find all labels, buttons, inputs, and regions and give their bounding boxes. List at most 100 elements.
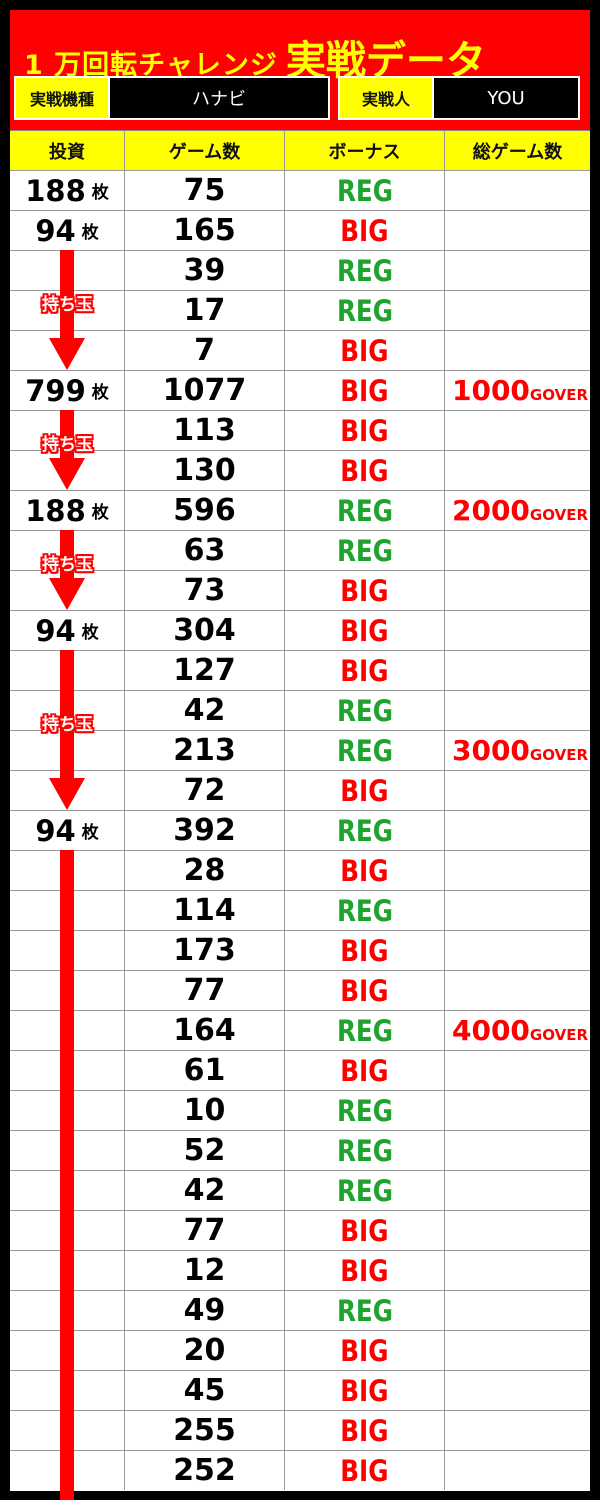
total-cell [445, 1171, 590, 1210]
machine-value: ハナビ [108, 78, 328, 118]
table-row: 45 BIG [10, 1370, 590, 1410]
total-cell [445, 331, 590, 370]
table-row: 42 REG [10, 1170, 590, 1210]
games-cell: 173 [125, 931, 285, 970]
games-cell: 255 [125, 1411, 285, 1450]
investment-cell [10, 851, 125, 890]
games-value: 45 [183, 1373, 226, 1408]
games-cell: 75 [125, 171, 285, 210]
bonus-value: REG [336, 893, 393, 928]
bonus-cell: BIG [285, 611, 445, 650]
total-cell [445, 1371, 590, 1410]
games-cell: 42 [125, 691, 285, 730]
bonus-cell: BIG [285, 851, 445, 890]
bonus-value: BIG [340, 653, 389, 688]
table-row: 94 枚 165 BIG [10, 210, 590, 250]
bonus-value: REG [336, 1293, 393, 1328]
games-value: 165 [173, 213, 236, 248]
bonus-cell: REG [285, 1011, 445, 1050]
investment-cell [10, 931, 125, 970]
games-cell: 1077 [125, 371, 285, 410]
games-value: 114 [173, 893, 236, 928]
investment-cell [10, 451, 125, 490]
title-prefix: 1 万回転チャレンジ [24, 50, 278, 81]
investment-value: 94 [35, 813, 76, 848]
bonus-cell: BIG [285, 1371, 445, 1410]
investment-cell [10, 571, 125, 610]
bonus-value: BIG [340, 933, 389, 968]
games-cell: 77 [125, 971, 285, 1010]
table-row: 12 BIG [10, 1250, 590, 1290]
bonus-value: BIG [340, 453, 389, 488]
games-value: 304 [173, 613, 236, 648]
bonus-value: REG [336, 253, 393, 288]
games-value: 255 [173, 1413, 236, 1448]
column-headers: 投資 ゲーム数 ボーナス 総ゲーム数 [10, 130, 590, 170]
table-row: 188 枚 596 REG 2000GOVER [10, 490, 590, 530]
player-info: 実戦人 YOU [338, 76, 580, 120]
investment-cell [10, 891, 125, 930]
table-row: 127 BIG [10, 650, 590, 690]
total-cell [445, 891, 590, 930]
table-row: 49 REG [10, 1290, 590, 1330]
bonus-cell: BIG [285, 971, 445, 1010]
bonus-cell: BIG [285, 331, 445, 370]
total-cell [445, 1291, 590, 1330]
player-value: YOU [432, 78, 578, 118]
bonus-value: REG [336, 1173, 393, 1208]
bonus-value: REG [336, 493, 393, 528]
col-total-games: 総ゲーム数 [472, 141, 563, 163]
table-row: 799 枚 1077 BIG 1000GOVER [10, 370, 590, 410]
investment-cell [10, 331, 125, 370]
games-value: 1077 [162, 373, 247, 408]
investment-cell [10, 1211, 125, 1250]
games-value: 10 [183, 1093, 226, 1128]
games-value: 596 [173, 493, 236, 528]
games-cell: 164 [125, 1011, 285, 1050]
table-row: 213 REG 3000GOVER [10, 730, 590, 770]
total-cell [445, 851, 590, 890]
bonus-value: BIG [340, 373, 389, 408]
games-cell: 127 [125, 651, 285, 690]
unit-label: 枚 [81, 223, 99, 243]
bonus-value: BIG [340, 1413, 389, 1448]
investment-value: 188 [25, 493, 86, 528]
bonus-cell: REG [285, 731, 445, 770]
games-cell: 42 [125, 1171, 285, 1210]
total-cell [445, 211, 590, 250]
bonus-cell: BIG [285, 1451, 445, 1490]
bonus-value: BIG [340, 1053, 389, 1088]
bonus-value: BIG [340, 1333, 389, 1368]
games-value: 73 [183, 573, 226, 608]
bonus-value: BIG [340, 1213, 389, 1248]
games-value: 392 [173, 813, 236, 848]
games-cell: 39 [125, 251, 285, 290]
header: 1 万回転チャレンジ 実戦データ 実戦機種 ハナビ 実戦人 YOU [10, 10, 590, 130]
total-cell: 2000GOVER [445, 491, 590, 530]
games-value: 20 [183, 1333, 226, 1368]
investment-cell [10, 1131, 125, 1170]
games-cell: 392 [125, 811, 285, 850]
total-milestone: 3000GOVER [451, 734, 588, 767]
table-row: 252 BIG [10, 1450, 590, 1490]
bonus-cell: REG [285, 1131, 445, 1170]
data-table: 188 枚 75 REG 94 枚 165 BIG 39 REG 17 REG 7 BIG 799 枚 1077… [10, 170, 590, 1490]
bonus-value: BIG [340, 413, 389, 448]
total-cell [445, 1131, 590, 1170]
total-cell [445, 531, 590, 570]
bonus-cell: BIG [285, 571, 445, 610]
bonus-value: BIG [340, 573, 389, 608]
games-cell: 130 [125, 451, 285, 490]
bonus-cell: REG [285, 291, 445, 330]
unit-label: 枚 [91, 183, 109, 203]
games-value: 49 [183, 1293, 226, 1328]
bonus-cell: REG [285, 1291, 445, 1330]
total-cell [445, 411, 590, 450]
investment-value: 188 [25, 173, 86, 208]
table-row: 188 枚 75 REG [10, 170, 590, 210]
table-row: 17 REG [10, 290, 590, 330]
total-milestone: 1000GOVER [451, 374, 588, 407]
bonus-value: BIG [340, 333, 389, 368]
investment-cell: 799 枚 [10, 371, 125, 410]
games-value: 7 [194, 333, 215, 368]
